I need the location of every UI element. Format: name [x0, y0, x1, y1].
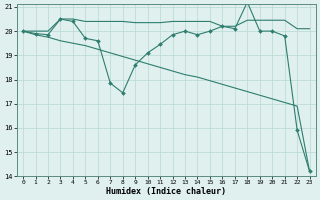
X-axis label: Humidex (Indice chaleur): Humidex (Indice chaleur)	[106, 187, 226, 196]
